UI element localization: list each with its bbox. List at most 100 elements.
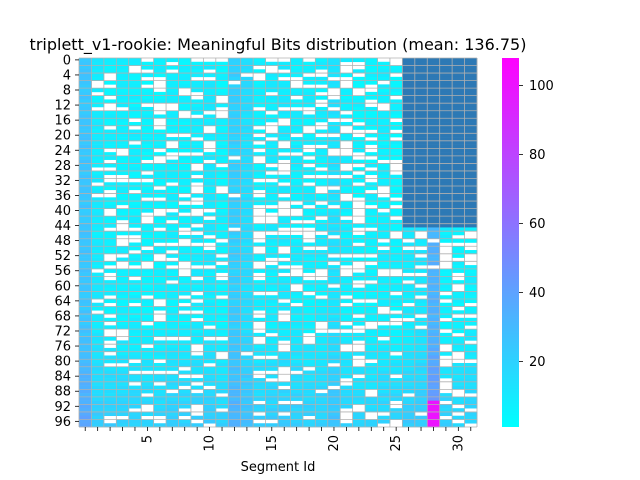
heatmap-cell xyxy=(103,291,117,296)
heatmap-cell xyxy=(278,291,291,296)
heatmap-cell xyxy=(103,306,117,311)
heatmap-cell xyxy=(203,174,217,179)
heatmap-cell xyxy=(79,340,92,345)
heatmap-cell xyxy=(178,137,192,142)
heatmap-cell xyxy=(377,378,391,383)
heatmap-cell xyxy=(402,370,416,375)
heatmap-cell xyxy=(190,268,204,273)
heatmap-cell xyxy=(240,381,254,386)
heatmap-cell xyxy=(79,246,92,251)
heatmap-cell xyxy=(190,219,204,224)
heatmap-cell xyxy=(365,212,378,217)
heatmap-cell xyxy=(414,362,428,368)
heatmap-cell xyxy=(365,314,378,319)
heatmap-cell xyxy=(464,306,478,311)
heatmap-cell xyxy=(240,385,254,390)
heatmap-cell xyxy=(389,283,403,288)
heatmap-cell xyxy=(166,76,179,81)
heatmap-cell xyxy=(402,114,416,119)
heatmap-cell xyxy=(166,178,179,183)
heatmap-cell xyxy=(389,110,403,115)
heatmap-cell xyxy=(203,152,217,157)
heatmap-cell xyxy=(91,340,105,345)
heatmap-cell xyxy=(240,329,254,334)
heatmap-cell xyxy=(427,314,440,319)
heatmap-cell xyxy=(464,400,478,405)
heatmap-cell xyxy=(116,340,130,345)
heatmap-cell xyxy=(178,125,192,130)
heatmap-cell xyxy=(141,347,154,352)
heatmap-cell xyxy=(278,84,291,89)
heatmap-cell xyxy=(253,197,266,202)
heatmap-cell xyxy=(265,317,279,322)
heatmap-cell xyxy=(340,310,353,315)
heatmap-cell xyxy=(116,280,130,285)
y-tick-label: 84 xyxy=(54,370,71,385)
heatmap-cell xyxy=(365,329,378,334)
heatmap-cell xyxy=(116,347,130,352)
heatmap-cell xyxy=(464,276,478,281)
heatmap-cell xyxy=(215,340,229,345)
heatmap-cell xyxy=(228,186,241,191)
heatmap-cell xyxy=(414,148,428,153)
heatmap-cell xyxy=(178,423,192,428)
heatmap-cell xyxy=(414,208,428,213)
heatmap-cell xyxy=(302,314,316,319)
heatmap-cell xyxy=(128,295,142,300)
heatmap-cell xyxy=(377,91,391,96)
heatmap-cell xyxy=(327,231,341,236)
heatmap-cell xyxy=(464,103,478,108)
heatmap-cell xyxy=(103,310,117,315)
heatmap-cell xyxy=(439,110,453,115)
heatmap-cell xyxy=(402,404,416,409)
heatmap-cell xyxy=(228,257,241,262)
heatmap-cell xyxy=(240,393,254,398)
heatmap-cell xyxy=(91,329,105,334)
heatmap-cell xyxy=(377,212,391,217)
heatmap-cell xyxy=(128,182,142,187)
heatmap-cell xyxy=(439,189,453,194)
heatmap-cell xyxy=(414,366,428,371)
heatmap-cell xyxy=(340,155,353,160)
heatmap-cell xyxy=(439,340,453,345)
heatmap-cell xyxy=(414,280,428,285)
heatmap-cell xyxy=(290,321,304,326)
heatmap-cell xyxy=(228,340,241,345)
heatmap-cell xyxy=(389,362,403,368)
heatmap-cell xyxy=(141,283,154,288)
heatmap-cell xyxy=(128,110,142,115)
heatmap-cell xyxy=(290,61,304,66)
heatmap-cell xyxy=(240,227,254,232)
heatmap-cell xyxy=(327,396,341,401)
heatmap-cell xyxy=(377,408,391,413)
heatmap-cell xyxy=(414,167,428,172)
heatmap-cell xyxy=(79,381,92,386)
heatmap-cell xyxy=(340,170,353,176)
heatmap-cell xyxy=(439,99,453,104)
heatmap-cell xyxy=(452,310,465,315)
heatmap-cell xyxy=(414,155,428,160)
heatmap-cell xyxy=(402,314,416,319)
heatmap-cell xyxy=(103,347,117,352)
heatmap-cell xyxy=(439,310,453,315)
heatmap-cell xyxy=(240,201,254,206)
heatmap-cell xyxy=(128,163,142,168)
heatmap-cell xyxy=(203,404,217,409)
heatmap-cell xyxy=(178,155,192,160)
heatmap-cell xyxy=(265,197,279,202)
heatmap-cell xyxy=(141,400,154,405)
colorbar-tick-label: 20 xyxy=(529,355,546,370)
heatmap-cell xyxy=(452,238,465,243)
heatmap-cell xyxy=(91,69,105,74)
heatmap-cell xyxy=(414,381,428,386)
heatmap-cell xyxy=(166,197,179,202)
heatmap-cell xyxy=(340,325,353,330)
heatmap-cell xyxy=(79,344,92,349)
heatmap-cell xyxy=(265,283,279,288)
heatmap-cell xyxy=(452,103,465,108)
heatmap-cell xyxy=(91,99,105,104)
heatmap-cell xyxy=(91,404,105,409)
heatmap-cell xyxy=(103,69,117,74)
heatmap-cell xyxy=(91,378,105,383)
heatmap-cell xyxy=(103,170,117,176)
